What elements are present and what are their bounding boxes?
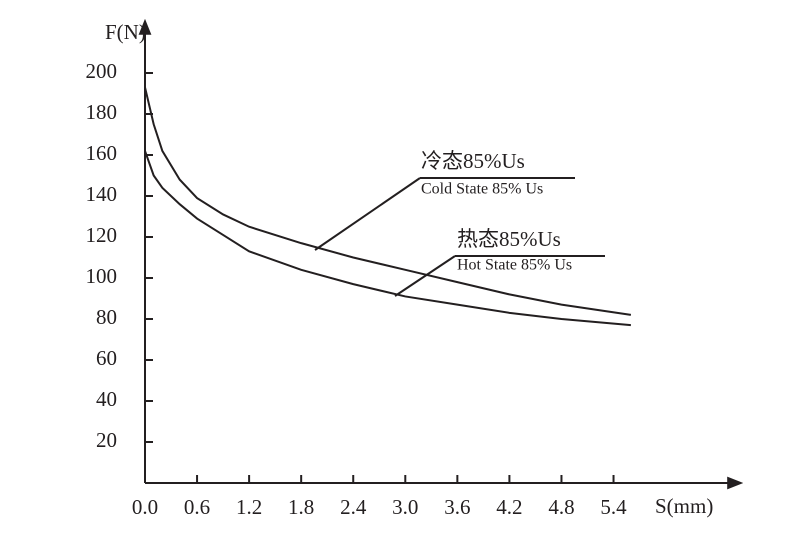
annotation: 冷态85%Us <box>421 149 525 173</box>
x-tick-label: 0.0 <box>132 495 158 519</box>
x-tick-label: 4.2 <box>496 495 522 519</box>
y-tick-label: 160 <box>86 141 118 165</box>
y-tick-label: 60 <box>96 346 117 370</box>
annotation: 热态85%Us <box>457 227 561 251</box>
y-tick-label: 100 <box>86 264 118 288</box>
y-tick-label: 20 <box>96 428 117 452</box>
annotation: Cold State 85% Us <box>421 181 543 198</box>
leader-line <box>314 177 421 251</box>
x-tick-label: 5.4 <box>600 495 627 519</box>
annotation: Hot State 85% Us <box>457 257 572 274</box>
x-tick-label: 4.8 <box>548 495 574 519</box>
series-line <box>144 150 631 327</box>
x-tick-label: 1.8 <box>288 495 314 519</box>
series-line <box>144 87 632 316</box>
x-tick-label: 0.6 <box>184 495 210 519</box>
y-tick-label: 140 <box>86 182 118 206</box>
leader-line <box>394 255 456 297</box>
y-axis-label: F(N) <box>105 20 146 44</box>
x-tick-label: 3.6 <box>444 495 470 519</box>
x-tick-label: 2.4 <box>340 495 367 519</box>
x-axis-label: S(mm) <box>655 494 713 518</box>
y-tick-label: 120 <box>86 223 118 247</box>
y-tick-label: 80 <box>96 305 117 329</box>
x-tick-label: 3.0 <box>392 495 418 519</box>
y-tick-label: 200 <box>86 59 118 83</box>
y-tick-label: 180 <box>86 100 118 124</box>
y-tick-label: 40 <box>96 387 117 411</box>
x-tick-label: 1.2 <box>236 495 262 519</box>
